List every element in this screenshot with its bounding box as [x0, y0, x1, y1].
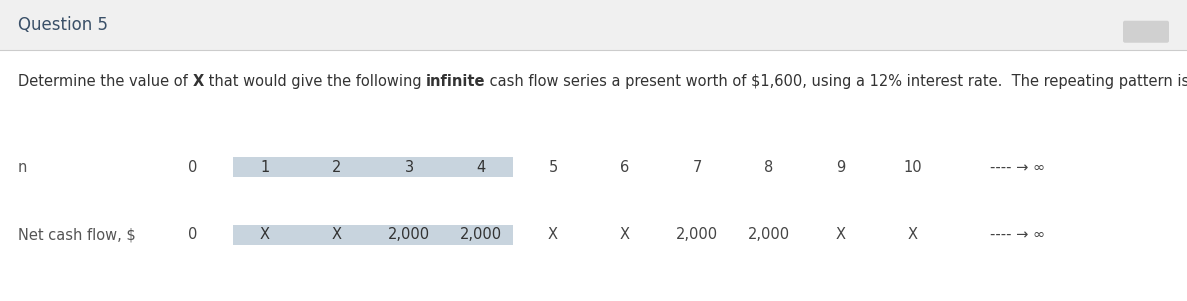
Bar — [0, 0, 1187, 50]
Text: 0: 0 — [189, 227, 198, 242]
Text: 2: 2 — [332, 160, 342, 175]
Text: 2,000: 2,000 — [459, 227, 502, 242]
Text: X: X — [548, 227, 558, 242]
Bar — [233, 157, 514, 177]
Text: cash flow series a present worth of $1,600, using a 12% interest rate.  The repe: cash flow series a present worth of $1,6… — [485, 74, 1187, 89]
Text: 3: 3 — [405, 160, 413, 175]
Text: that would give the following: that would give the following — [204, 74, 426, 89]
Text: ---- → ∞: ---- → ∞ — [990, 160, 1045, 175]
Text: ---- → ∞: ---- → ∞ — [990, 227, 1045, 242]
Text: 4: 4 — [476, 160, 485, 175]
Text: 7: 7 — [692, 160, 702, 175]
Text: 10: 10 — [903, 160, 922, 175]
Text: 5: 5 — [548, 160, 558, 175]
Bar — [233, 225, 514, 245]
Text: 6: 6 — [621, 160, 629, 175]
FancyBboxPatch shape — [1123, 21, 1169, 43]
Text: X: X — [620, 227, 630, 242]
Text: X: X — [260, 227, 269, 242]
Text: 8: 8 — [764, 160, 774, 175]
Text: Determine the value of: Determine the value of — [18, 74, 192, 89]
Text: 2,000: 2,000 — [388, 227, 430, 242]
Text: X: X — [332, 227, 342, 242]
Text: 1: 1 — [260, 160, 269, 175]
Text: X: X — [192, 74, 204, 89]
Text: n: n — [18, 160, 27, 175]
Text: 2,000: 2,000 — [748, 227, 791, 242]
Text: Question 5: Question 5 — [18, 16, 108, 34]
Text: X: X — [836, 227, 846, 242]
Text: Net cash flow, $: Net cash flow, $ — [18, 227, 135, 242]
Text: X: X — [908, 227, 918, 242]
Text: 0: 0 — [189, 160, 198, 175]
Text: infinite: infinite — [426, 74, 485, 89]
Text: 2,000: 2,000 — [675, 227, 718, 242]
Text: 9: 9 — [837, 160, 845, 175]
